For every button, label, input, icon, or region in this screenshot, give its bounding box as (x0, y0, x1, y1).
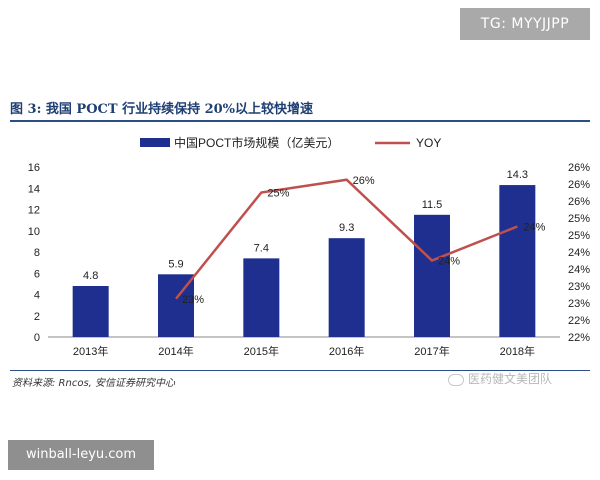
left-tick-label: 0 (34, 332, 40, 344)
bar-value-label: 9.3 (339, 222, 354, 234)
telegram-overlay-label: TG: MYYJJPP (460, 8, 590, 40)
yoy-line (175, 178, 518, 300)
yoy-value-label: 24% (523, 222, 545, 234)
left-tick-label: 6 (34, 268, 40, 280)
category-label: 2016年 (329, 344, 364, 358)
right-tick-label: 23% (568, 298, 590, 310)
left-tick-label: 4 (34, 290, 40, 302)
category-label: 2013年 (73, 344, 108, 358)
bar-value-label: 5.9 (168, 258, 183, 270)
right-tick-label: 26% (568, 196, 590, 208)
watermark: 医药健文美团队 (448, 370, 552, 387)
right-tick-label: 22% (568, 315, 590, 327)
left-tick-label: 2 (34, 311, 40, 323)
legend-label-line: YOY (416, 136, 441, 150)
bar-value-label: 7.4 (254, 242, 269, 254)
wechat-icon (448, 373, 464, 386)
bar-value-label: 11.5 (422, 199, 443, 211)
bar-value-label: 4.8 (83, 270, 98, 282)
right-tick-label: 22% (568, 332, 590, 344)
bar-2015年 (243, 258, 280, 337)
bar-2016年 (328, 238, 365, 337)
yoy-value-label: 23% (182, 294, 204, 306)
right-tick-label: 25% (568, 230, 590, 242)
left-tick-label: 16 (28, 162, 40, 174)
left-tick-label: 10 (28, 226, 40, 238)
left-tick-label: 14 (28, 183, 40, 195)
right-tick-label: 26% (568, 179, 590, 191)
bar-2013年 (72, 286, 109, 337)
category-label: 2017年 (414, 344, 449, 358)
legend-swatch-bar (140, 138, 170, 147)
right-tick-label: 25% (568, 213, 590, 225)
poct-chart: 中国POCT市场规模（亿美元） YOY 0 2 4 6 8 10 12 14 16 22% 22% 23%… (28, 135, 590, 358)
category-label: 2015年 (244, 344, 279, 358)
yoy-value-label: 26% (353, 175, 375, 187)
yoy-value-label: 24% (438, 256, 460, 268)
figure-title: 图 3: 我国 POCT 行业持续保持 20%以上较快增速 (10, 102, 314, 117)
watermark-text: 医药健文美团队 (468, 372, 553, 386)
right-tick-label: 23% (568, 281, 590, 293)
bar-2017年 (414, 214, 450, 337)
category-label: 2018年 (500, 344, 535, 358)
bar-2018年 (499, 185, 536, 337)
left-tick-label: 8 (34, 247, 40, 259)
right-tick-label: 24% (568, 264, 590, 276)
right-tick-label: 26% (568, 162, 590, 174)
title-rule (10, 120, 590, 122)
source-rule (10, 370, 590, 371)
legend-label-bar: 中国POCT市场规模（亿美元） (174, 135, 339, 150)
left-tick-label: 12 (28, 205, 40, 217)
right-tick-label: 24% (568, 247, 590, 259)
category-label: 2014年 (158, 344, 193, 358)
bar-value-label: 14.3 (507, 169, 528, 181)
site-overlay-label: winball-leyu.com (8, 440, 154, 470)
source-note: 资料来源: Rncos, 安信证券研究中心 (12, 378, 176, 389)
yoy-value-label: 25% (267, 188, 289, 200)
